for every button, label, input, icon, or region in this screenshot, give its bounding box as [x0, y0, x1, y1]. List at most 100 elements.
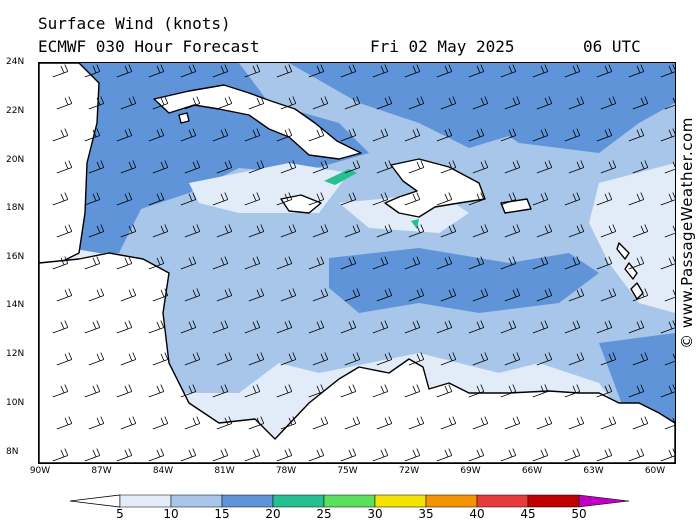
wind-barb — [84, 256, 101, 270]
wind-barb — [440, 416, 457, 430]
wind-barb — [344, 96, 361, 110]
wind-barb — [312, 416, 329, 430]
colorbar-segment — [119, 494, 172, 508]
lat-label: 24N — [6, 57, 25, 67]
wind-barb — [120, 288, 137, 302]
wind-barb — [472, 224, 489, 238]
wind-barb — [56, 352, 73, 366]
colorbar-label: 50 — [571, 507, 587, 521]
lon-label: 87W — [91, 466, 112, 476]
wind-barb — [116, 448, 133, 462]
wind-barb — [596, 384, 613, 398]
wind-barb — [664, 289, 675, 302]
wind-barb — [664, 353, 675, 366]
colorbar-label: 40 — [469, 507, 485, 521]
wind-speed-shading — [39, 63, 675, 463]
wind-barb — [276, 128, 293, 142]
wind-barb — [532, 384, 549, 398]
wind-barb — [440, 160, 457, 174]
wind-barb — [440, 224, 457, 238]
wind-barb — [52, 64, 69, 78]
wind-barb — [376, 96, 393, 110]
wind-barb — [280, 160, 297, 174]
wind-barb — [340, 320, 357, 334]
wind-barb — [472, 288, 489, 302]
wind-map — [38, 62, 676, 464]
wind-barb — [312, 224, 329, 238]
wind-barb — [564, 256, 581, 270]
wind-barb — [148, 448, 165, 462]
wind-barb — [596, 128, 613, 142]
wind-barb — [84, 64, 101, 78]
wind-barb — [120, 224, 137, 238]
wind-barb — [596, 64, 613, 78]
wind-barb — [84, 320, 101, 334]
wind-barb — [500, 448, 517, 462]
wind-barb — [468, 64, 485, 78]
wind-barb — [404, 384, 421, 398]
wind-barb — [120, 352, 137, 366]
wind-barb — [180, 448, 197, 462]
wind-barb — [180, 128, 197, 142]
wind-barb — [52, 128, 69, 142]
wind-barb — [664, 97, 675, 110]
wind-barb — [344, 288, 361, 302]
wind-barb — [504, 288, 521, 302]
wind-barb — [312, 160, 329, 174]
wind-barb — [216, 224, 233, 238]
wind-barb — [52, 384, 69, 398]
wind-barb — [436, 128, 453, 142]
wind-barb — [184, 160, 201, 174]
wind-barb — [148, 64, 165, 78]
wind-barb — [468, 192, 485, 206]
wind-barb — [504, 224, 521, 238]
wind-barb — [564, 384, 581, 398]
wind-barb — [600, 352, 617, 366]
wind-barb — [184, 352, 201, 366]
wind-barb — [56, 416, 73, 430]
wind-barb — [532, 448, 549, 462]
wind-barb — [344, 224, 361, 238]
wind-barb — [184, 96, 201, 110]
wind-barb — [632, 160, 649, 174]
wind-barb — [244, 192, 261, 206]
wind-barb — [628, 320, 645, 334]
wind-barb — [404, 320, 421, 334]
wind-barb — [312, 352, 329, 366]
wind-barb — [244, 320, 261, 334]
wind-barb — [180, 384, 197, 398]
wind-barb — [628, 256, 645, 270]
wind-barb — [212, 192, 229, 206]
wind-barb — [376, 288, 393, 302]
lat-label: 20N — [6, 155, 25, 165]
wind-barb — [52, 256, 69, 270]
wind-barb — [312, 96, 329, 110]
wind-barb — [248, 160, 265, 174]
wind-barb — [500, 192, 517, 206]
lon-label: 78W — [275, 466, 297, 476]
lat-label: 8N — [6, 447, 19, 457]
wind-barb — [436, 192, 453, 206]
wind-barb — [244, 256, 261, 270]
lon-label: 66W — [521, 466, 543, 476]
wind-barb — [504, 160, 521, 174]
wind-barb — [404, 128, 421, 142]
wind-barb — [596, 256, 613, 270]
colorbar-segment — [527, 494, 580, 508]
wind-barb — [276, 320, 293, 334]
wind-barb — [180, 256, 197, 270]
wind-barb — [408, 352, 425, 366]
wind-barb — [376, 224, 393, 238]
wind-barb — [216, 288, 233, 302]
wind-barb — [344, 352, 361, 366]
wind-barb — [536, 288, 553, 302]
wind-barb — [564, 320, 581, 334]
wind-barb — [148, 384, 165, 398]
wind-barb — [532, 256, 549, 270]
wind-barb — [372, 320, 389, 334]
wind-barb — [344, 416, 361, 430]
wind-barb — [472, 352, 489, 366]
colorbar-segment — [221, 494, 274, 508]
wind-barb — [664, 225, 675, 238]
wind-barb — [596, 448, 613, 462]
